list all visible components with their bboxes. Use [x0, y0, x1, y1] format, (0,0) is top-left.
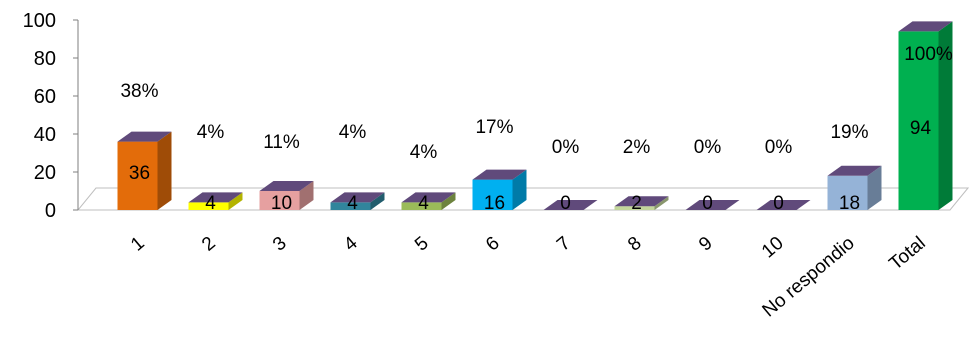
bar-side — [228, 192, 243, 210]
bar-top — [188, 192, 243, 203]
bar-1 — [117, 131, 172, 210]
bar-3 — [259, 181, 314, 210]
percent-label: 38% — [120, 81, 158, 102]
percent-label: 4% — [410, 142, 438, 163]
value-label: 4 — [347, 193, 358, 214]
value-label: 2 — [631, 193, 642, 214]
value-label: 36 — [129, 163, 150, 184]
x-tick-label: 10 — [758, 233, 788, 263]
bar-2 — [188, 192, 243, 210]
bar-front — [614, 206, 655, 210]
value-label: 0 — [560, 193, 571, 214]
x-tick-label: 8 — [624, 233, 646, 256]
percent-label: 100% — [904, 44, 953, 65]
percent-label: 0% — [552, 137, 580, 158]
bar-10 — [756, 200, 811, 210]
bar-6 — [472, 169, 527, 210]
bar-side — [867, 165, 882, 210]
bar-side — [441, 192, 456, 210]
percent-label: 2% — [623, 137, 651, 158]
y-tick-label: 0 — [45, 200, 56, 222]
bar-11 — [827, 165, 882, 210]
value-label: 10 — [271, 193, 292, 214]
data-labels: 36 38% 4 4% 10 11% 4 4% 4 4% 16 17% 0 0% 2 2% 0 0% 0 0% 18 19… — [120, 44, 952, 214]
bar-front — [259, 191, 300, 210]
bar-9 — [685, 200, 740, 210]
y-tick-label: 20 — [34, 162, 56, 184]
y-tick-label: 80 — [34, 48, 56, 70]
y-tick-label: 60 — [34, 86, 56, 108]
bar-side — [157, 131, 172, 210]
bar-side — [512, 169, 527, 210]
bars — [117, 21, 953, 211]
value-label: 4 — [205, 193, 216, 214]
x-tick-label: Total — [885, 233, 929, 275]
value-label: 18 — [839, 193, 860, 214]
bar-8 — [614, 196, 669, 210]
bar-front — [330, 202, 371, 210]
bar-top — [401, 192, 456, 203]
x-tick-label: 3 — [269, 233, 291, 256]
x-tick-label: 1 — [127, 233, 149, 256]
bar-front — [117, 141, 158, 210]
value-label: 0 — [773, 193, 784, 214]
bar-front — [827, 175, 868, 210]
bar-5 — [401, 192, 456, 210]
y-tick-label: 40 — [34, 124, 56, 146]
bar-top — [614, 196, 669, 207]
bar-front — [472, 179, 513, 210]
x-tick-label: 5 — [411, 233, 433, 256]
x-tick-label: 7 — [553, 233, 575, 256]
bar-front — [401, 202, 442, 210]
percent-label: 0% — [765, 137, 793, 158]
bar-side — [370, 192, 385, 210]
bar-side — [938, 21, 953, 211]
y-tick-label: 100 — [23, 10, 56, 32]
bar-top — [543, 200, 598, 210]
percent-label: 0% — [694, 137, 722, 158]
bar-front — [188, 202, 229, 210]
bar-front — [898, 31, 939, 211]
bar-side — [654, 196, 669, 210]
bar-top — [117, 131, 172, 142]
bar-top — [472, 169, 527, 180]
y-axis: 0 20 40 60 80 100 — [23, 10, 79, 222]
bar-side — [299, 181, 314, 210]
percent-label: 4% — [197, 122, 225, 143]
bar-top — [685, 200, 740, 210]
percent-label: 4% — [339, 122, 367, 143]
bar-top — [827, 165, 882, 176]
x-tick-label: 2 — [198, 233, 220, 256]
percent-label: 11% — [263, 132, 300, 153]
bar-top — [330, 192, 385, 203]
value-label: 0 — [702, 193, 713, 214]
percent-label: 17% — [475, 117, 513, 138]
percent-label: 19% — [830, 122, 868, 143]
value-label: 94 — [910, 118, 932, 139]
bar-top — [259, 181, 314, 191]
value-label: 4 — [418, 193, 429, 214]
bar-top — [756, 200, 811, 210]
bar-4 — [330, 192, 385, 210]
bar-12 — [898, 21, 953, 211]
x-tick-label: 6 — [482, 233, 504, 256]
x-tick-label: 4 — [340, 232, 362, 255]
bar-top — [898, 21, 953, 32]
x-tick-label: 9 — [695, 233, 717, 256]
bar-7 — [543, 200, 598, 210]
value-label: 16 — [484, 193, 505, 214]
